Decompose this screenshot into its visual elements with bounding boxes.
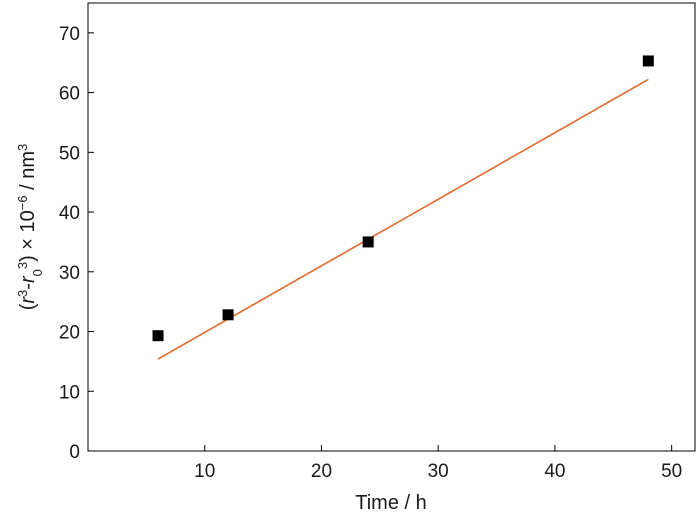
series-layer	[152, 55, 654, 360]
y-axis-ticks: 0 10 20 30 40 50 60 70	[59, 24, 94, 463]
y-tick-label: 10	[59, 382, 80, 403]
plot-frame	[87, 2, 696, 452]
data-point	[152, 330, 164, 342]
data-point	[222, 309, 234, 321]
y-tick-label: 60	[59, 84, 80, 105]
x-tick-label: 10	[194, 461, 215, 482]
x-axis-label: Time / h	[355, 492, 427, 514]
x-axis-ticks: 10 20 30 40 50	[194, 445, 682, 482]
y-tick-label: 20	[59, 323, 80, 344]
x-tick-label: 40	[544, 461, 565, 482]
data-point	[362, 236, 374, 248]
x-tick-label: 50	[661, 461, 682, 482]
y-tick-label: 0	[69, 442, 80, 463]
y-axis-label: (r3-r03) × 10−6 / nm3	[15, 144, 45, 311]
y-tick-label: 50	[59, 143, 80, 164]
y-tick-label: 30	[59, 263, 80, 284]
fit-line	[157, 78, 649, 360]
x-tick-label: 30	[428, 461, 449, 482]
y-tick-label: 40	[59, 203, 80, 224]
data-point	[642, 55, 654, 67]
x-tick-label: 20	[311, 461, 332, 482]
y-tick-label: 70	[59, 24, 80, 45]
